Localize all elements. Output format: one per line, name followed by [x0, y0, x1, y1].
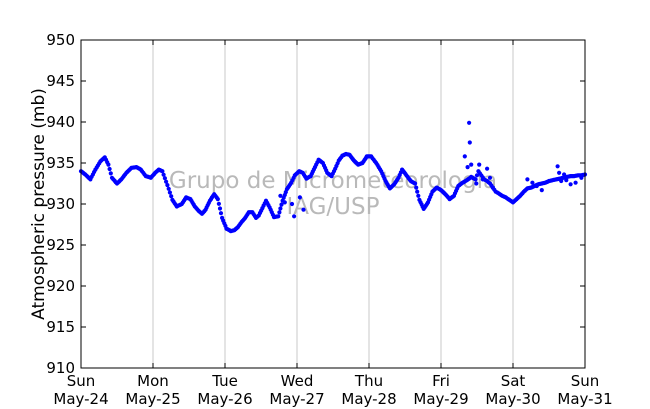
y-axis-label: Atmospheric pressure (mb) — [29, 88, 49, 320]
data-point — [165, 183, 170, 188]
outlier-point — [477, 162, 482, 167]
data-point — [415, 189, 420, 194]
data-point — [162, 176, 167, 181]
x-tick-label-date: May-28 — [341, 390, 396, 408]
y-tick-label: 940 — [46, 113, 75, 131]
outlier-point — [564, 178, 569, 183]
x-tick-label-day: Sun — [67, 372, 96, 390]
y-axis-ticks: 910 915 920 925 930 935 940 945 950 — [46, 31, 585, 377]
x-tick-label-day: Mon — [137, 372, 169, 390]
outlier-point — [555, 164, 560, 169]
watermark-line-2: IAG/USP — [287, 194, 380, 220]
data-point — [414, 185, 419, 190]
x-tick-label-date: May-29 — [413, 390, 468, 408]
x-tick-label-day: Tue — [211, 372, 238, 390]
data-point — [473, 177, 478, 182]
data-points — [78, 120, 588, 234]
outlier-point — [530, 180, 535, 185]
y-tick-label: 945 — [46, 72, 75, 90]
data-point — [108, 171, 113, 176]
x-tick-label-day: Wed — [281, 372, 314, 390]
outlier-point — [297, 195, 302, 200]
outlier-point — [289, 201, 295, 207]
x-tick-label-date: May-25 — [125, 390, 180, 408]
y-tick-label: 935 — [46, 154, 75, 172]
outlier-point — [474, 181, 479, 186]
outlier-point — [480, 177, 485, 182]
y-tick-label: 920 — [46, 277, 75, 295]
data-point — [217, 206, 223, 211]
data-point — [279, 202, 284, 207]
x-tick-label-day: Fri — [432, 372, 450, 390]
data-point — [160, 169, 165, 174]
y-tick-label: 930 — [46, 195, 75, 213]
outlier-point — [562, 172, 567, 177]
x-tick-label-date: May-27 — [269, 390, 324, 408]
outlier-point — [465, 165, 470, 170]
outlier-point — [462, 154, 467, 159]
x-tick-label-day: Sun — [571, 372, 600, 390]
data-point — [169, 194, 174, 199]
x-tick-label-date: May-24 — [53, 390, 108, 408]
data-point — [164, 179, 169, 184]
data-point — [218, 211, 224, 216]
y-tick-label: 925 — [46, 236, 75, 254]
data-point — [166, 186, 171, 191]
outlier-point — [559, 178, 564, 184]
x-tick-label-day: Thu — [354, 372, 383, 390]
x-tick-label-date: May-26 — [197, 390, 252, 408]
x-axis-ticks: SunMay-24MonMay-25TueMay-26WedMay-27ThuM… — [53, 40, 613, 408]
outlier-point — [539, 188, 544, 193]
data-point — [167, 190, 172, 195]
outlier-point — [487, 175, 493, 180]
outlier-point — [467, 120, 472, 125]
data-point — [107, 166, 112, 172]
outlier-point — [485, 166, 490, 171]
data-point — [106, 162, 111, 167]
outlier-point — [292, 214, 297, 219]
outlier-point — [557, 170, 562, 175]
outlier-point — [490, 185, 495, 190]
y-tick-label: 910 — [46, 359, 75, 377]
x-tick-label-date: May-31 — [557, 390, 612, 408]
outlier-point — [469, 162, 474, 167]
outlier-point — [301, 207, 306, 212]
outlier-point — [525, 177, 530, 182]
data-point — [215, 197, 220, 202]
y-tick-label: 915 — [46, 318, 75, 336]
outlier-point — [278, 193, 283, 198]
data-point — [413, 181, 418, 186]
outlier-point — [282, 200, 287, 205]
y-tick-label: 950 — [46, 31, 75, 49]
outlier-point — [467, 140, 472, 145]
data-point — [278, 206, 283, 211]
data-point — [416, 193, 421, 198]
data-point — [161, 172, 166, 177]
outlier-point — [534, 183, 539, 189]
outlier-point — [568, 182, 573, 187]
x-tick-label-day: Sat — [501, 372, 526, 390]
data-point — [277, 210, 282, 215]
x-tick-label-date: May-30 — [485, 390, 540, 408]
outlier-point — [573, 180, 578, 185]
data-point — [216, 201, 221, 206]
outlier-point — [579, 175, 584, 180]
data-point — [276, 214, 281, 219]
